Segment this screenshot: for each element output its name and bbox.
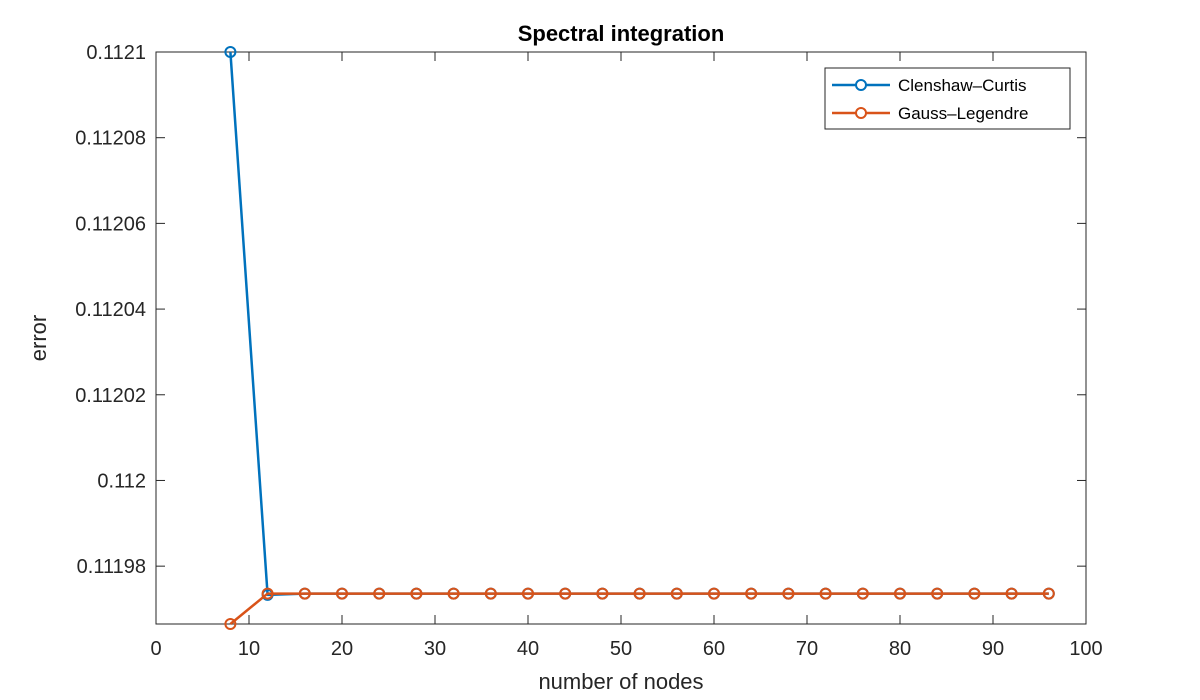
series-line-gauss-legendre [229,592,1049,625]
data-point-gauss-legendre [968,587,981,600]
y-axis-ticks: 0.11198 0.112 0.11202 0.11204 0.11206 0.11208… [75,42,1086,578]
data-point-gauss-legendre [633,587,646,600]
data-point-gauss-legendre [298,587,311,600]
x-axis-title: number of nodes [538,669,703,694]
x-tick-label: 100 [1069,638,1102,660]
x-tick-label: 50 [610,638,632,660]
y-tick-label: 0.112 [97,470,146,492]
legend-entry-gauss-legendre: Gauss–Legendre [832,104,1028,123]
legend-entry-clenshaw-curtis: Clenshaw–Curtis [832,76,1027,95]
data-point-gauss-legendre [708,587,720,600]
data-point-gauss-legendre [373,587,386,600]
x-tick-label: 10 [238,638,260,660]
y-tick-label: 0.11204 [75,299,146,321]
x-axis-ticks: 0 10 20 30 40 50 60 70 80 90 100 [150,52,1103,660]
data-point-gauss-legendre [261,587,274,600]
y-tick-label: 0.11208 [75,128,146,150]
x-tick-label: 40 [517,638,539,660]
data-point-gauss-legendre [336,587,348,600]
data-point-gauss-legendre [447,587,460,600]
data-point-gauss-legendre [931,587,944,600]
data-point-gauss-legendre [224,618,237,630]
data-point-gauss-legendre [1005,587,1018,600]
x-tick-label: 90 [982,638,1004,660]
x-tick-label: 30 [424,638,446,660]
data-point-gauss-legendre [522,587,534,600]
legend-marker-clenshaw-curtis [855,79,867,91]
y-tick-label: 0.11206 [75,213,146,235]
y-tick-label: 0.1121 [86,42,146,64]
series-gauss-legendre [224,587,1055,630]
y-axis-title: error [26,315,51,361]
data-point-gauss-legendre [856,587,869,600]
data-point-gauss-legendre [410,587,423,600]
data-point-gauss-legendre [1042,587,1055,600]
data-point-gauss-legendre [782,587,795,600]
data-point-gauss-legendre [819,587,832,600]
x-tick-label: 70 [796,638,818,660]
legend-label-clenshaw-curtis: Clenshaw–Curtis [898,76,1027,95]
y-tick-label: 0.11202 [75,385,146,407]
data-point-gauss-legendre [559,587,572,600]
data-point-gauss-legendre [894,587,906,600]
x-tick-label: 20 [331,638,353,660]
data-point-gauss-legendre [484,587,497,600]
x-tick-label: 0 [150,638,161,660]
data-point-gauss-legendre [596,587,609,600]
y-tick-label: 0.11198 [77,556,146,578]
legend-box [824,67,1071,130]
data-point-gauss-legendre [745,587,758,600]
x-tick-label: 60 [703,638,725,660]
plot-area [155,51,1087,625]
chart-title: Spectral integration [518,21,725,46]
x-tick-label: 80 [889,638,911,660]
legend-label-gauss-legendre: Gauss–Legendre [898,104,1028,123]
legend: Clenshaw–Curtis Gauss–Legendre [824,67,1071,130]
legend-marker-gauss-legendre [855,107,867,119]
data-point-gauss-legendre [670,587,683,600]
series-layer [224,46,1055,630]
data-point-clenshaw-curtis [224,46,237,58]
